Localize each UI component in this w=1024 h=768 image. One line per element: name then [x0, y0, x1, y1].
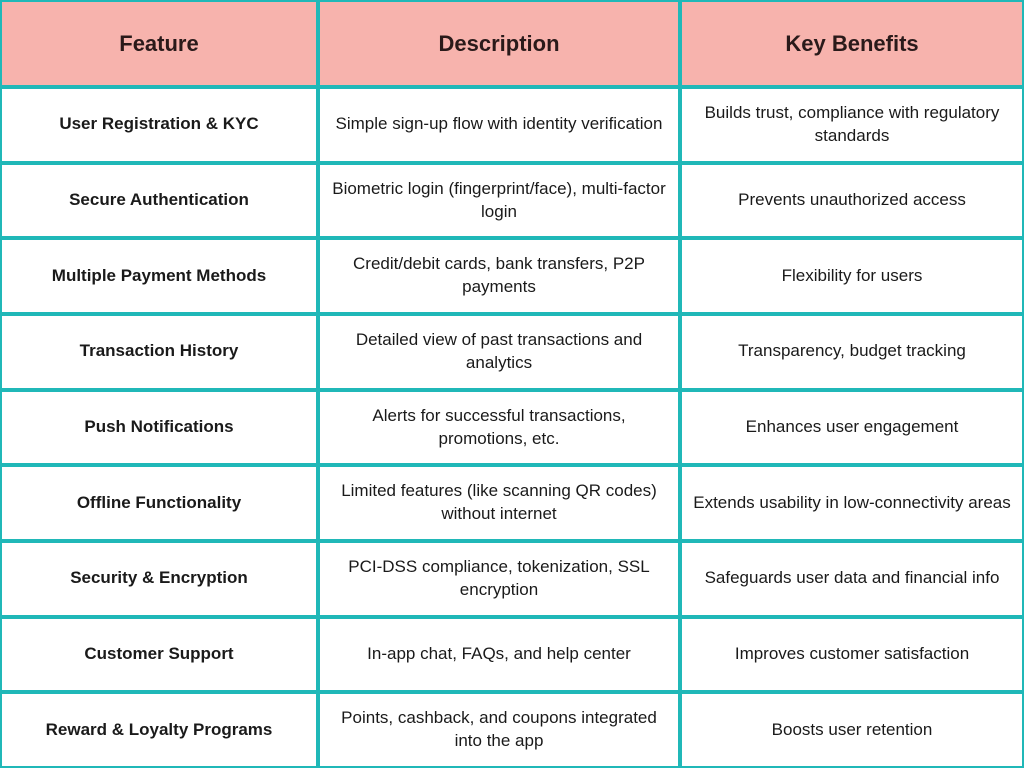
cell-description: Alerts for successful transactions, prom…: [318, 390, 680, 466]
table-row: Offline Functionality Limited features (…: [0, 465, 1024, 541]
table-row: Multiple Payment Methods Credit/debit ca…: [0, 238, 1024, 314]
header-benefits: Key Benefits: [680, 0, 1024, 87]
cell-feature: Customer Support: [0, 617, 318, 693]
table-row: User Registration & KYC Simple sign-up f…: [0, 87, 1024, 163]
cell-description: PCI-DSS compliance, tokenization, SSL en…: [318, 541, 680, 617]
table-row: Transaction History Detailed view of pas…: [0, 314, 1024, 390]
cell-description: Simple sign-up flow with identity verifi…: [318, 87, 680, 163]
table-row: Customer Support In-app chat, FAQs, and …: [0, 617, 1024, 693]
cell-benefits: Safeguards user data and financial info: [680, 541, 1024, 617]
cell-feature: Security & Encryption: [0, 541, 318, 617]
cell-benefits: Flexibility for users: [680, 238, 1024, 314]
cell-feature: Secure Authentication: [0, 163, 318, 239]
cell-benefits: Improves customer satisfaction: [680, 617, 1024, 693]
cell-benefits: Enhances user engagement: [680, 390, 1024, 466]
features-table: Feature Description Key Benefits User Re…: [0, 0, 1024, 768]
header-description: Description: [318, 0, 680, 87]
cell-feature: User Registration & KYC: [0, 87, 318, 163]
cell-feature: Reward & Loyalty Programs: [0, 692, 318, 768]
cell-description: Limited features (like scanning QR codes…: [318, 465, 680, 541]
cell-feature: Push Notifications: [0, 390, 318, 466]
cell-feature: Multiple Payment Methods: [0, 238, 318, 314]
header-feature: Feature: [0, 0, 318, 87]
cell-description: Credit/debit cards, bank transfers, P2P …: [318, 238, 680, 314]
cell-description: Points, cashback, and coupons integrated…: [318, 692, 680, 768]
cell-description: Biometric login (fingerprint/face), mult…: [318, 163, 680, 239]
table-row: Secure Authentication Biometric login (f…: [0, 163, 1024, 239]
table-row: Security & Encryption PCI-DSS compliance…: [0, 541, 1024, 617]
cell-benefits: Transparency, budget tracking: [680, 314, 1024, 390]
cell-benefits: Builds trust, compliance with regulatory…: [680, 87, 1024, 163]
cell-feature: Offline Functionality: [0, 465, 318, 541]
table-header-row: Feature Description Key Benefits: [0, 0, 1024, 87]
table-row: Reward & Loyalty Programs Points, cashba…: [0, 692, 1024, 768]
cell-benefits: Extends usability in low-connectivity ar…: [680, 465, 1024, 541]
cell-benefits: Prevents unauthorized access: [680, 163, 1024, 239]
cell-benefits: Boosts user retention: [680, 692, 1024, 768]
cell-feature: Transaction History: [0, 314, 318, 390]
cell-description: Detailed view of past transactions and a…: [318, 314, 680, 390]
cell-description: In-app chat, FAQs, and help center: [318, 617, 680, 693]
table-row: Push Notifications Alerts for successful…: [0, 390, 1024, 466]
